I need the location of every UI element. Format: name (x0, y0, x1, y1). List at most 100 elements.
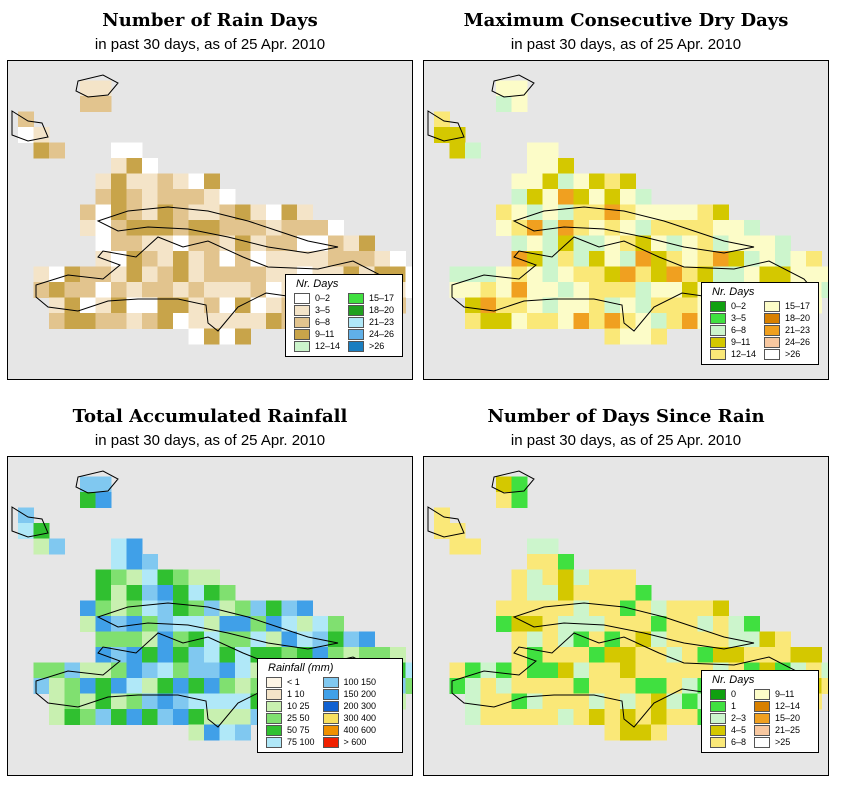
grid-cell (744, 631, 760, 648)
grid-cell (111, 142, 127, 159)
grid-cell (297, 251, 313, 267)
grid-cell (682, 662, 698, 679)
grid-cell (188, 647, 205, 663)
panel-subtitle: in past 30 days, as of 25 Apr. 2010 (510, 432, 742, 449)
legend-item: 15–17 (764, 300, 810, 312)
legend-item: 0 (710, 688, 746, 700)
grid-cell (64, 313, 81, 329)
grid-cell (188, 693, 205, 710)
grid-cell (95, 204, 112, 221)
grid-cell (527, 569, 543, 586)
grid-cell (635, 600, 652, 617)
grid-cell (790, 266, 807, 283)
grid-cell (620, 569, 636, 586)
grid-cell (558, 297, 574, 314)
grid-cell (266, 616, 282, 632)
grid-cell (142, 693, 158, 710)
grid-cell (558, 709, 574, 725)
legend-item: >26 (348, 340, 394, 352)
grid-cell (111, 266, 127, 283)
grid-cell (542, 538, 559, 555)
panel-title: Number of Days Since Rain (487, 406, 765, 427)
grid-cell (558, 678, 574, 694)
grid-cell (219, 693, 236, 710)
grid-cell (250, 266, 267, 283)
grid-cell (80, 600, 96, 617)
grid-cell (111, 693, 127, 710)
grid-cell (33, 282, 50, 298)
grid-cell (604, 204, 621, 221)
grid-cell (449, 678, 466, 694)
grid-cell (527, 693, 543, 710)
grid-cell (527, 282, 543, 298)
grid-cell (713, 235, 729, 252)
legend-item: 21–23 (764, 324, 810, 336)
grid-cell (558, 616, 574, 632)
legend-swatch (266, 688, 282, 700)
grid-cell (589, 204, 605, 221)
grid-cell (589, 600, 605, 617)
grid-cell (573, 662, 590, 679)
legend-item: 400 600 (322, 724, 376, 736)
grid-cell (188, 600, 205, 617)
grid-cell (157, 600, 174, 617)
grid-cell (604, 251, 621, 267)
legend-label: 24–26 (369, 329, 395, 339)
grid-cell (496, 80, 512, 97)
legend-item: >25 (754, 736, 800, 748)
legend-swatch (710, 724, 726, 736)
grid-cell (126, 569, 143, 586)
grid-cell (480, 709, 497, 725)
grid-cell (589, 266, 605, 283)
grid-cell (111, 173, 127, 190)
grid-cell (157, 678, 174, 694)
grid-cell (589, 709, 605, 725)
grid-cell (157, 585, 174, 601)
panel-subtitle: in past 30 days, as of 25 Apr. 2010 (510, 36, 742, 53)
legend-label: 18–20 (785, 313, 811, 323)
grid-cell (173, 585, 189, 601)
grid-cell (558, 220, 574, 236)
grid-cell (359, 235, 375, 252)
grid-cell (297, 220, 313, 236)
grid-cell (80, 96, 96, 112)
grid-cell (142, 313, 158, 329)
grid-cell (558, 313, 574, 329)
grid-cell (527, 600, 543, 617)
legend-swatch (322, 676, 339, 688)
legend-swatch (348, 316, 365, 328)
grid-cell (527, 662, 543, 679)
grid-cell (635, 678, 652, 694)
grid-cell (173, 282, 189, 298)
legend-swatch (710, 312, 726, 324)
grid-cell (573, 647, 590, 663)
grid-cell (682, 600, 698, 617)
legend-item: 18–20 (348, 304, 394, 316)
legend-item: 18–20 (764, 312, 810, 324)
legend-item: 50 75 (266, 724, 315, 736)
grid-cell (604, 189, 621, 205)
grid-cell (697, 266, 714, 283)
grid-cell (775, 251, 791, 267)
grid-cell (49, 313, 65, 329)
grid-cell (111, 709, 127, 725)
grid-cell (157, 647, 174, 663)
grid-cell (573, 235, 590, 252)
grid-cell (250, 220, 267, 236)
grid-cell (80, 313, 96, 329)
grid-cell (343, 251, 360, 267)
grid-cell (235, 631, 251, 648)
legend-label: 6–8 (731, 737, 747, 747)
grid-cell (219, 266, 236, 283)
grid-cell (235, 693, 251, 710)
legend-item: 1 (710, 700, 746, 712)
grid-cell (651, 235, 667, 252)
grid-cell (142, 616, 158, 632)
legend-swatch (710, 336, 726, 348)
grid-cell (465, 693, 481, 710)
grid-cell (390, 251, 406, 267)
grid-cell (511, 585, 528, 601)
grid-cell (604, 600, 621, 617)
grid-cell (126, 204, 143, 221)
grid-cell (666, 313, 683, 329)
